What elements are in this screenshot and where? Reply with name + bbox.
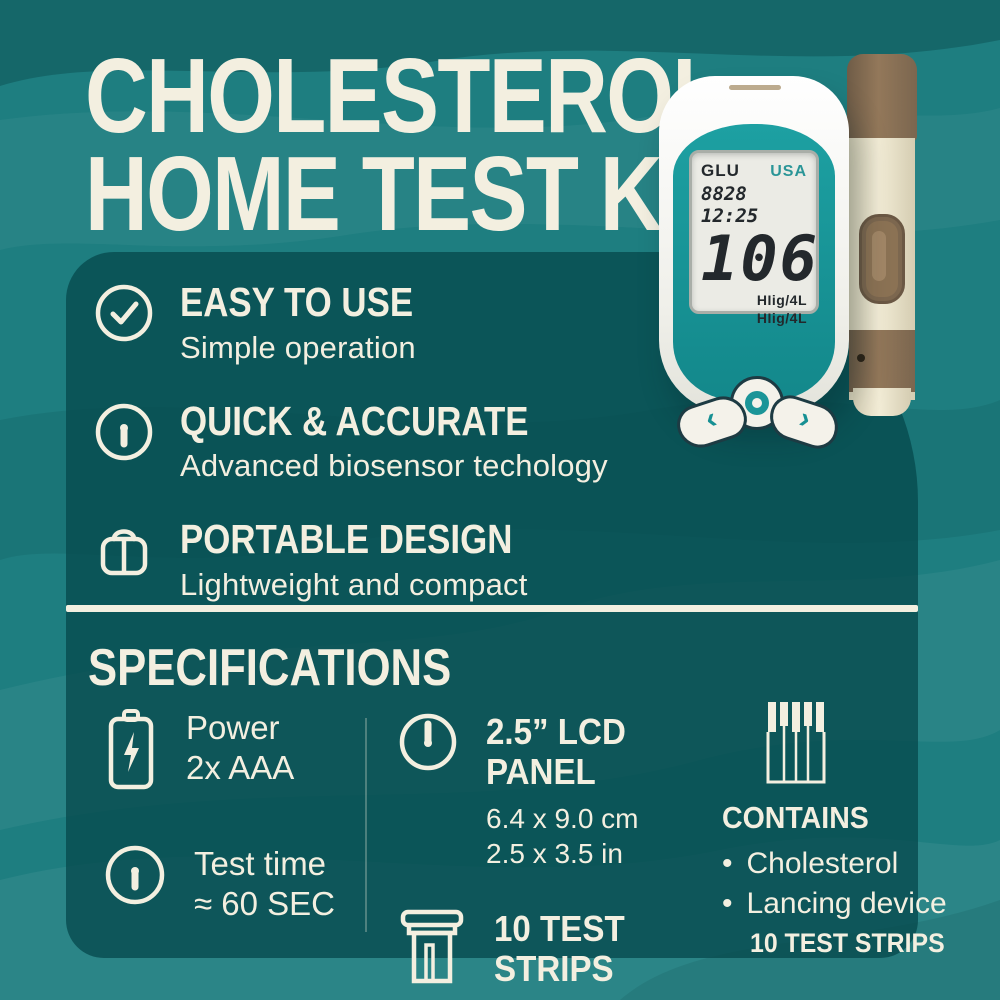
glucose-meter: GLU USA 8828 12:25 106 HIig/4L HIig/4L ‹… [659,76,849,454]
feature-text: EASY TO USE Simple operation [180,281,454,366]
test-strips-icon [766,702,826,784]
spec-column-lcd-strips: 2.5” LCD PANEL 6.4 x 9.0 cm 2.5 x 3.5 in… [398,711,639,990]
meter-port [729,85,781,90]
feature-title: QUICK & ACCURATE [180,397,529,444]
lcd-region-label: USA [770,163,807,180]
bullet-icon: • [722,886,733,920]
spec-lcd-panel: 2.5” LCD PANEL 6.4 x 9.0 cm 2.5 x 3.5 in [398,711,639,871]
feature-title: EASY TO USE [180,279,414,325]
feature-portable: PORTABLE DESIGN Lightweight and compact [94,518,608,603]
lancing-dot [857,354,865,362]
section-divider [66,605,918,612]
lcd-units: HIig/4L HIig/4L [756,292,807,326]
spec-column-power-time: Power 2x AAA Test time ≈ 60 SEC [104,708,335,925]
meter-faceplate: GLU USA 8828 12:25 106 HIig/4L HIig/4L ‹… [671,124,845,454]
title-line-2: HOME TEST KIT [85,134,737,253]
lcd-datetime: 8828 12:25 [701,183,759,227]
feature-subtitle: Simple operation [180,329,416,365]
column-divider [365,718,367,932]
lcd-mode-label: GLU [701,161,740,180]
meter-lcd: GLU USA 8828 12:25 106 HIig/4L HIig/4L [689,150,819,326]
feature-subtitle: Lightweight and compact [180,566,528,602]
spec-column-contains: CONTAINS • Cholesterol • Lancing device … [722,700,962,962]
lancing-release-button [859,214,905,304]
chevron-left-icon: ‹ [701,401,721,436]
battery-icon [108,709,154,790]
feature-quick-accurate: QUICK & ACCURATE Advanced biosensor tech… [94,397,608,485]
spec-test-time-text: Test time ≈ 60 SEC [194,845,336,923]
timer-icon [105,845,165,905]
contains-item: • Lancing device [722,884,962,924]
spec-strips-text: 10 TEST STRIPS [494,907,625,989]
feature-subtitle: Advanced biosensor techology [180,448,608,484]
lcd-reading: 106 [701,222,819,295]
spec-test-time: Test time ≈ 60 SEC [104,844,335,925]
contains-list: • Cholesterol • Lancing device 10 TEST S… [722,844,962,962]
check-circle-icon [95,284,153,342]
lancing-device [845,54,919,416]
feature-text: QUICK & ACCURATE Advanced biosensor tech… [180,397,608,485]
lancing-cap [847,54,917,142]
spec-power-text: Power 2x AAA [186,709,295,787]
bullet-icon: • [722,847,733,880]
spec-lcd-text: 2.5” LCD PANEL 6.4 x 9.0 cm 2.5 x 3.5 in [486,711,639,869]
spec-lcd-dimensions: 6.4 x 9.0 cm 2.5 x 3.5 in [486,802,639,869]
contains-footer: 10 TEST STRIPS [750,927,945,958]
feature-text: PORTABLE DESIGN Lightweight and compact [180,518,571,603]
feature-list: EASY TO USE Simple operation QUICK & ACC… [94,281,608,603]
strip-vial-icon [400,909,464,983]
contains-heading: CONTAINS [722,800,869,835]
lancing-tip [853,388,911,416]
spec-test-strips: 10 TEST STRIPS [398,907,639,990]
chevron-right-icon: › [795,401,815,436]
feature-title: PORTABLE DESIGN [180,516,513,563]
page-title: CHOLESTEROL HOME TEST KIT [85,37,878,253]
briefcase-icon [100,529,148,576]
spec-power: Power 2x AAA [104,708,335,792]
title-line-1: CHOLESTEROL [85,37,725,155]
gauge-icon [399,713,457,771]
feature-easy-to-use: EASY TO USE Simple operation [94,281,608,366]
specifications-heading: SPECIFICATIONS [88,639,452,697]
stopwatch-icon [95,403,153,460]
contains-item: • Cholesterol [722,844,962,884]
